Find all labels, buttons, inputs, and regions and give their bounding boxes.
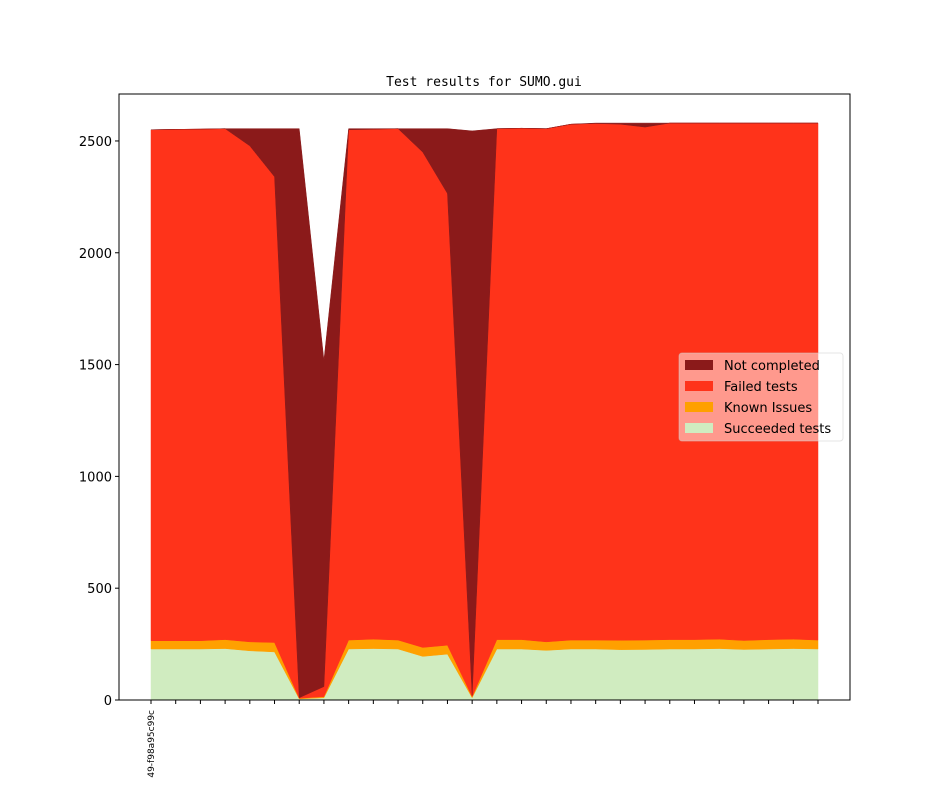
- legend-label: Failed tests: [724, 380, 798, 395]
- plot-frame: [118, 93, 851, 701]
- y-tick-label: 1500: [79, 359, 112, 374]
- chart-title: Test results for SUMO.gui: [386, 75, 582, 90]
- area: [150, 122, 818, 699]
- legend-swatch: [685, 381, 713, 391]
- legend-label: Not completed: [724, 359, 820, 374]
- legend: Not completed Failed tests Known Issues Suc…: [678, 352, 844, 442]
- y-tick-label: 2500: [79, 135, 112, 150]
- y-tick-label: 1000: [79, 470, 112, 485]
- legend-frame: [678, 352, 844, 442]
- y-tick-label: 500: [87, 582, 112, 597]
- legend-label: Succeeded tests: [724, 422, 831, 437]
- legend-label: Known Issues: [724, 401, 812, 416]
- x-tick-label: 49-f98a95c99c: [147, 710, 157, 778]
- legend-swatch: [685, 423, 713, 433]
- legend-swatch: [685, 360, 713, 370]
- legend-swatch: [685, 402, 713, 412]
- y-tick-label: 0: [104, 694, 112, 709]
- y-tick-label: 2000: [79, 247, 112, 262]
